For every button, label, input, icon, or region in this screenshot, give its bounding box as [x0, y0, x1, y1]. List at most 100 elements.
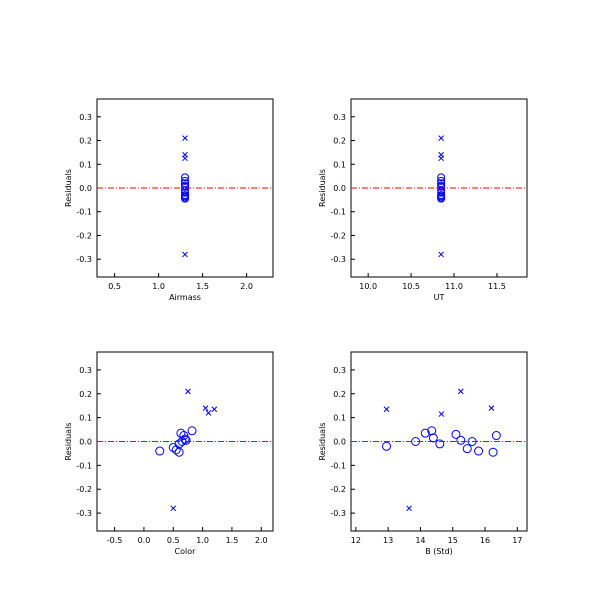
- circle-marker: [437, 188, 446, 197]
- y-tick-label: -0.2: [76, 231, 92, 240]
- y-tick-label: -0.1: [76, 461, 92, 470]
- circle-marker: [491, 431, 501, 441]
- x-tick-label: 16: [480, 536, 490, 545]
- x-tick-label: 2.0: [255, 536, 268, 545]
- x-tick-label: 1.5: [196, 282, 209, 291]
- y-tick-label: 0.3: [333, 366, 346, 375]
- y-axis-label: Residuals: [318, 169, 327, 207]
- x-tick-label: 11.0: [445, 282, 463, 291]
- cross-marker: [438, 135, 444, 142]
- x-tick-label: 1.5: [226, 536, 239, 545]
- y-axis-label: Residuals: [64, 169, 73, 207]
- y-tick-label: 0.1: [333, 414, 346, 423]
- y-tick-label: 0.2: [333, 390, 346, 399]
- y-tick-label: 0.1: [333, 160, 346, 169]
- circle-marker: [155, 446, 165, 456]
- y-tick-label: -0.3: [330, 255, 346, 264]
- circle-marker: [437, 176, 446, 185]
- cross-marker: [182, 251, 188, 258]
- y-axis-label: Residuals: [64, 423, 73, 461]
- circle-marker: [181, 176, 189, 185]
- circle-marker: [181, 182, 189, 191]
- circle-marker: [467, 437, 477, 446]
- cross-marker: [182, 155, 188, 162]
- x-tick-label: 13: [383, 536, 393, 545]
- cross-marker: [406, 505, 412, 512]
- x-axis-label: B (Std): [425, 547, 453, 556]
- y-axis-label: Residuals: [318, 423, 327, 461]
- cross-marker: [457, 388, 464, 395]
- y-tick-label: 0.1: [79, 414, 92, 423]
- y-tick-label: 0.3: [333, 113, 346, 122]
- x-tick-label: 0.5: [167, 536, 180, 545]
- cross-marker: [170, 505, 177, 512]
- cross-marker: [202, 405, 209, 411]
- y-tick-label: 0.2: [79, 137, 92, 146]
- x-tick-label: 12: [351, 536, 361, 545]
- circle-marker: [181, 173, 189, 182]
- circle-marker: [181, 194, 189, 203]
- y-tick-label: -0.3: [76, 255, 92, 264]
- x-tick-label: 15: [448, 536, 458, 545]
- y-tick-label: 0.3: [79, 113, 92, 122]
- y-tick-label: 0.3: [79, 366, 92, 375]
- y-tick-label: 0.0: [333, 438, 346, 447]
- x-tick-label: 0.0: [138, 536, 151, 545]
- x-tick-label: 10.5: [402, 282, 420, 291]
- cross-marker: [438, 411, 445, 417]
- x-axis-label: UT: [434, 293, 445, 302]
- circle-marker: [179, 431, 189, 441]
- circle-marker: [474, 446, 484, 456]
- y-tick-label: -0.2: [330, 231, 346, 240]
- y-tick-label: -0.1: [76, 208, 92, 217]
- cross-marker: [182, 135, 188, 142]
- x-tick-label: 10.0: [359, 282, 377, 291]
- residual-plot-1: 0.3 0.2 0.1 0.0 -0.1 -0.2 -0.3 0.5 1.0 1.5 2.0 Airm…: [64, 98, 274, 302]
- y-tick-label: 0.1: [79, 160, 92, 169]
- y-tick-label: 0.2: [333, 137, 346, 146]
- circle-marker: [437, 173, 446, 182]
- x-tick-label: 14: [415, 536, 425, 545]
- circle-marker: [382, 441, 392, 451]
- cross-marker: [211, 406, 218, 413]
- x-tick-label: 11.5: [488, 282, 506, 291]
- cross-marker: [488, 405, 495, 411]
- residual-plot-4: 0.3 0.2 0.1 0.0 -0.1 -0.2 -0.3 12 13 14 15 16 17 B (S…: [318, 351, 528, 556]
- circle-marker: [181, 188, 189, 197]
- y-tick-label: 0.0: [79, 438, 92, 447]
- circle-marker: [177, 437, 187, 446]
- circle-marker: [174, 439, 184, 449]
- x-tick-label: 1.0: [152, 282, 165, 291]
- circle-marker: [411, 437, 421, 446]
- y-tick-label: 0.0: [79, 184, 92, 193]
- circle-marker: [427, 426, 437, 436]
- circle-marker: [456, 435, 466, 445]
- y-tick-label: -0.3: [76, 509, 92, 518]
- circle-marker: [171, 445, 181, 455]
- x-tick-label: 0.5: [108, 282, 121, 291]
- circle-marker: [488, 447, 498, 457]
- circle-marker: [437, 182, 446, 191]
- y-tick-label: -0.1: [330, 461, 346, 470]
- cross-marker: [383, 406, 390, 413]
- circle-marker: [181, 435, 191, 445]
- residual-plot-2: 0.3 0.2 0.1 0.0 -0.1 -0.2 -0.3 10.0 10.5 11.0 11.5…: [318, 98, 528, 302]
- circle-marker: [435, 439, 445, 449]
- circle-marker: [451, 429, 461, 439]
- circle-marker: [187, 426, 197, 436]
- cross-marker: [205, 410, 212, 416]
- cross-marker: [185, 388, 191, 395]
- cross-marker: [438, 155, 444, 162]
- circle-marker: [428, 433, 438, 443]
- x-tick-label: 17: [512, 536, 522, 545]
- circle-marker: [176, 428, 186, 438]
- cross-marker: [438, 251, 444, 258]
- y-tick-label: 0.2: [79, 390, 92, 399]
- circle-marker: [437, 194, 446, 203]
- y-tick-label: -0.2: [330, 485, 346, 494]
- y-tick-label: 0.0: [333, 184, 346, 193]
- circle-marker: [180, 434, 190, 444]
- y-tick-label: -0.1: [330, 208, 346, 217]
- x-tick-label: 1.0: [196, 536, 209, 545]
